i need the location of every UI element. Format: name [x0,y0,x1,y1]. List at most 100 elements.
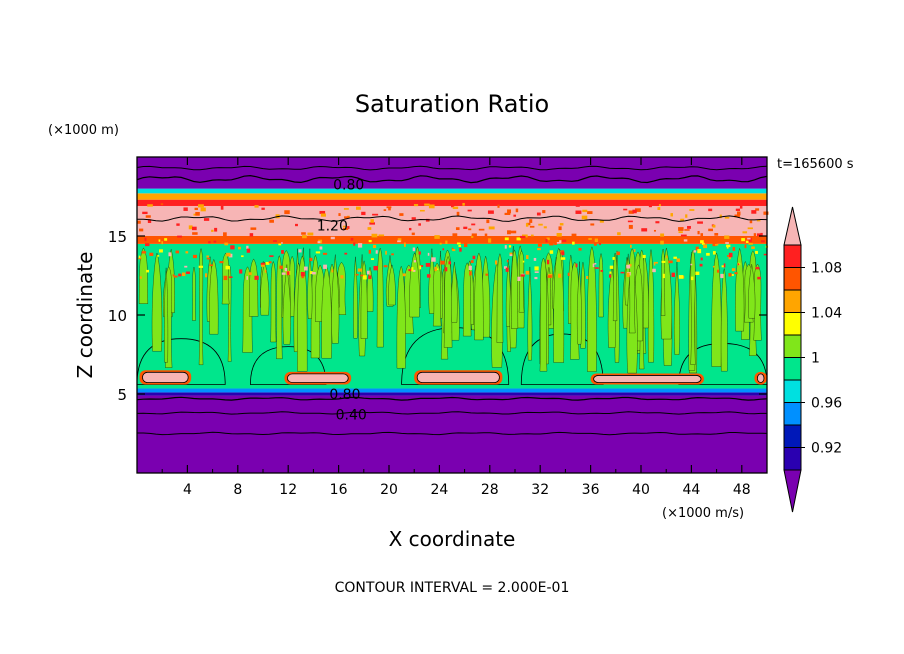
speckle-124 [340,275,344,279]
colorbar-label-1: 0.96 [811,396,842,412]
speckle-151 [373,265,378,271]
edge-speck-42 [536,212,541,216]
colorbar-label-0: 0.92 [811,441,842,457]
speckle-13 [700,240,704,244]
speckle-196 [238,246,241,250]
edge-speck-121 [434,235,440,239]
speckle-198 [224,242,229,246]
speckle-203 [427,252,430,256]
speckle-220 [439,242,442,245]
speckle-73 [229,253,233,258]
speckle-242 [445,240,448,244]
speckle-88 [509,254,513,257]
edge-speck-40 [751,210,757,214]
speckle-3 [279,265,283,269]
x-tick-label-9: 40 [632,482,650,498]
speckle-25 [368,249,371,254]
speckle-188 [757,276,762,280]
x-tick-label-5: 24 [430,482,448,498]
speckle-14 [755,250,758,254]
streak-69 [748,264,756,319]
speckle-172 [763,253,768,256]
edge-speck-125 [220,205,224,210]
speckle-249 [728,252,733,258]
speckle-50 [712,265,715,268]
x-tick-label-11: 48 [733,482,751,498]
edge-speck-73 [742,231,748,234]
edge-speck-135 [370,219,374,223]
field-band-9 [137,157,767,189]
speckle-119 [741,238,745,242]
edge-speck-116 [519,235,526,239]
speckle-131 [549,243,554,246]
speckle-104 [284,267,288,272]
edge-speck-156 [734,214,740,218]
edge-speck-8 [599,220,604,223]
speckle-178 [426,274,431,278]
streak-82 [360,260,368,339]
speckle-228 [748,242,753,245]
streak-90 [227,264,232,362]
speckle-87 [472,255,476,260]
speckle-74 [699,263,703,267]
speckle-35 [509,252,513,256]
pink-patch-0 [142,371,189,383]
pink-patch-2 [416,371,500,383]
speckle-29 [697,249,702,254]
contour-line-0-80-upper [136,174,768,184]
x-tick-label-8: 36 [582,482,600,498]
speckle-174 [732,247,736,251]
edge-speck-4 [623,208,628,211]
edge-speck-86 [418,223,421,226]
speckle-69 [546,259,550,265]
edge-speck-28 [145,215,151,218]
speckle-225 [366,270,370,275]
speckle-171 [411,267,414,272]
speckle-19 [671,272,675,277]
edge-speck-11 [648,203,652,208]
speckle-222 [594,262,597,265]
edge-speck-44 [249,233,254,237]
speckle-129 [141,251,147,254]
speckle-95 [655,239,659,242]
edge-speck-96 [680,234,687,237]
edge-speck-153 [147,204,153,207]
speckle-259 [505,267,509,272]
streak-104 [511,249,519,329]
contour-line-0-60 [136,411,767,415]
speckle-45 [157,255,160,257]
speckle-17 [402,273,406,277]
streak-22 [282,264,292,345]
colorbar-segment-9 [783,267,802,291]
speckle-103 [633,249,636,253]
edge-speck-145 [452,233,458,238]
edge-speck-2 [147,219,152,223]
speckle-113 [412,269,416,272]
speckle-136 [661,260,666,263]
speckle-140 [229,276,233,278]
edge-speck-65 [372,213,379,216]
streak-32 [198,247,204,366]
speckle-31 [281,272,286,275]
edge-speck-102 [467,209,472,212]
edge-speck-142 [487,210,494,214]
edge-speck-37 [192,232,198,235]
speckle-81 [561,251,565,256]
edge-speck-16 [670,213,673,217]
speckle-230 [311,271,316,275]
edge-speck-111 [749,220,753,224]
edge-speck-58 [188,225,193,230]
edge-speck-46 [471,235,474,238]
speckle-60 [281,250,284,254]
edge-speck-80 [628,210,634,214]
x-tick-label-3: 16 [330,482,348,498]
edge-speck-45 [455,227,460,231]
speckle-22 [695,246,699,251]
edge-speck-17 [478,228,485,231]
edge-speck-97 [700,233,704,238]
speckle-85 [517,276,521,281]
edge-speck-27 [538,223,543,226]
streak-109 [518,250,525,313]
speckle-76 [385,250,387,255]
speckle-214 [726,245,729,249]
